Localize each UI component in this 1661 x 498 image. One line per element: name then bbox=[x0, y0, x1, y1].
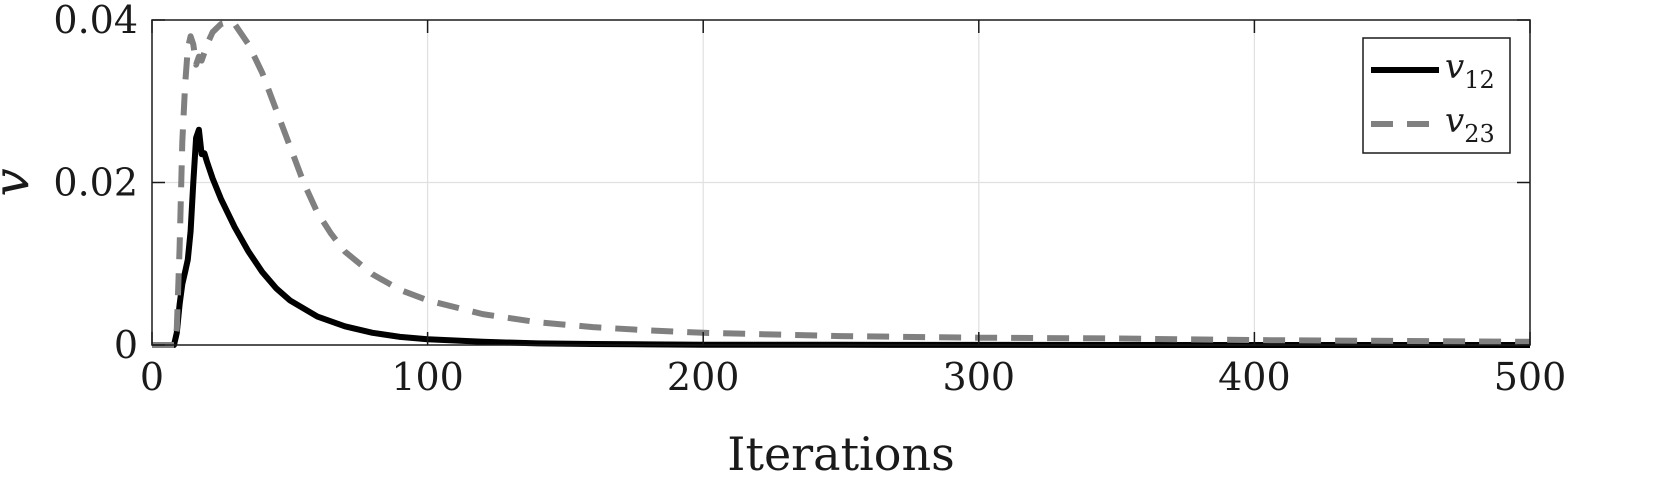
x-tick-label: 400 bbox=[1218, 355, 1291, 399]
x-tick-label: 300 bbox=[943, 355, 1016, 399]
legend-label-v23: v23 bbox=[1445, 101, 1495, 148]
x-axis-label: Iterations bbox=[727, 427, 954, 481]
series-line-v23 bbox=[152, 18, 1531, 348]
y-tick-labels: 0 0.02 0.04 bbox=[53, 0, 138, 367]
x-tick-labels: 0 100 200 300 400 500 bbox=[140, 355, 1566, 399]
legend-box bbox=[1362, 37, 1511, 154]
legend-label-v12: v12 bbox=[1445, 47, 1495, 94]
series-layer bbox=[152, 18, 1531, 348]
x-tick-label: 100 bbox=[391, 355, 464, 399]
x-tick-label: 500 bbox=[1494, 355, 1567, 399]
y-axis-label: v bbox=[0, 168, 40, 196]
series-line-v12 bbox=[152, 126, 1530, 348]
y-tick-label: 0.02 bbox=[53, 161, 138, 205]
grid-layer bbox=[152, 20, 1530, 345]
x-tick-label: 0 bbox=[140, 355, 164, 399]
y-tick-label: 0 bbox=[114, 323, 138, 367]
y-tick-label: 0.04 bbox=[53, 0, 138, 42]
legend: v12 v23 bbox=[1362, 37, 1511, 154]
tick-layer bbox=[151, 19, 1531, 346]
x-tick-label: 200 bbox=[667, 355, 740, 399]
